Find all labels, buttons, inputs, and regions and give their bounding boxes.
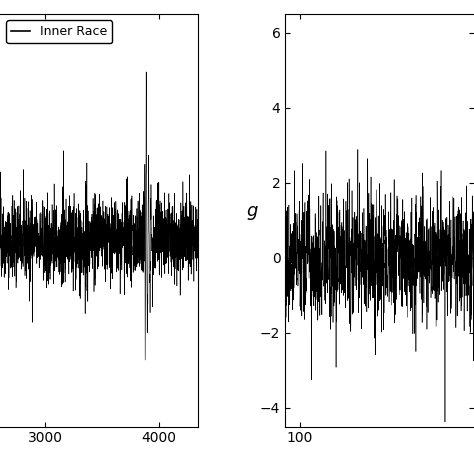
Y-axis label: g: g [246, 202, 257, 220]
Legend: Inner Race: Inner Race [6, 20, 112, 44]
